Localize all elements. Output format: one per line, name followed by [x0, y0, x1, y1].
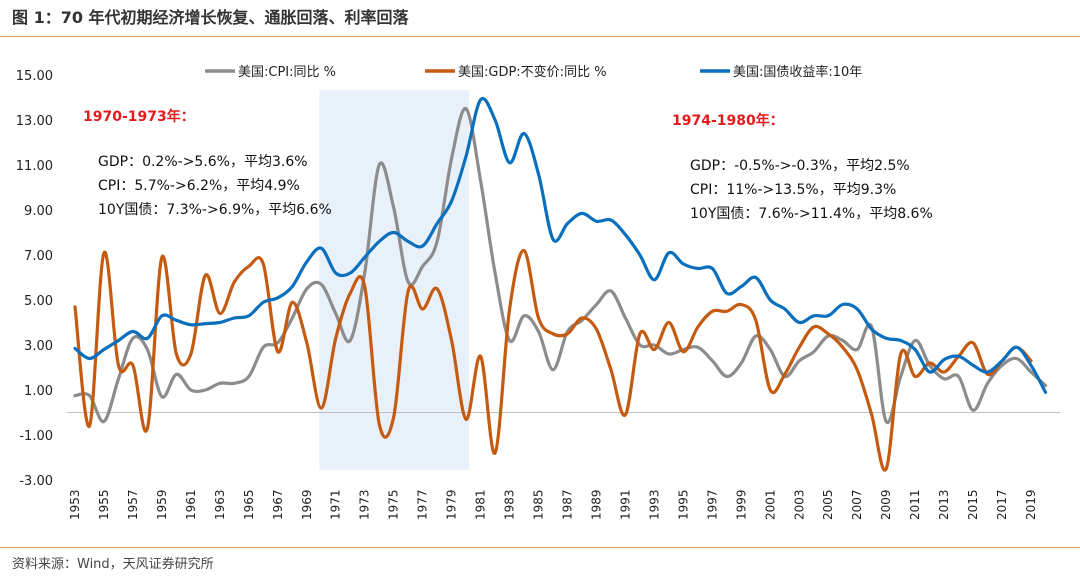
x-tick-label: 1999: [734, 489, 748, 520]
x-tick-label: 2005: [821, 489, 835, 520]
x-tick-label: 2015: [966, 489, 980, 520]
x-tick-label: 1955: [97, 489, 111, 520]
y-tick-label: 11.00: [16, 159, 53, 174]
legend-yield: 美国:国债收益率:10年: [700, 64, 862, 80]
gdp-line: [73, 248, 1033, 472]
x-tick-label: 1971: [329, 489, 343, 520]
legend: 美国:CPI:同比 % 美国:GDP:不变价:同比 % 美国:国债收益率:10年: [205, 64, 862, 80]
x-tick-label: 1991: [618, 489, 632, 520]
y-tick-label: -3.00: [19, 474, 53, 489]
x-tick-label: 1975: [387, 489, 401, 520]
x-tick-label: 2017: [995, 489, 1009, 520]
annotation-line: CPI：5.7%->6.2%，平均4.9%: [98, 178, 300, 194]
x-axis: 1953 1955 1957 1959 1961 1963 1965 1967 1969 1971…: [68, 489, 1038, 520]
legend-gdp: 美国:GDP:不变价:同比 %: [425, 64, 607, 80]
x-tick-label: 1981: [474, 489, 488, 520]
y-tick-label: 5.00: [24, 294, 53, 309]
yield-10y-line: [73, 96, 1048, 394]
x-tick-label: 2009: [879, 489, 893, 520]
legend-label: 美国:GDP:不变价:同比 %: [458, 64, 607, 80]
x-tick-label: 1973: [358, 489, 372, 520]
x-tick-label: 1995: [676, 489, 690, 520]
header-rule: [0, 36, 1080, 37]
y-axis: 15.00 13.00 11.00 9.00 7.00 5.00 3.00 1.00 -1.00…: [16, 69, 53, 489]
x-tick-label: 2019: [1024, 489, 1038, 520]
x-tick-label: 1967: [271, 489, 285, 520]
x-tick-label: 1963: [213, 489, 227, 520]
x-tick-label: 1957: [126, 489, 140, 520]
figure-title: 图 1：70 年代初期经济增长恢复、通胀回落、利率回落: [12, 8, 409, 27]
annotation-1974-1980: 1974-1980年： GDP：-0.5%->-0.3%，平均2.5% CPI：…: [672, 112, 933, 222]
annotation-line: GDP：0.2%->5.6%，平均3.6%: [98, 154, 308, 170]
x-tick-label: 2007: [850, 489, 864, 520]
y-tick-label: 1.00: [24, 384, 53, 399]
x-tick-label: 1983: [503, 489, 517, 520]
x-tick-label: 1961: [184, 489, 198, 520]
series-lines: [73, 96, 1048, 472]
y-tick-label: -1.00: [19, 429, 53, 444]
annotation-line: 10Y国债：7.3%->6.9%，平均6.6%: [98, 202, 332, 218]
annotation-line: GDP：-0.5%->-0.3%，平均2.5%: [690, 158, 910, 174]
x-tick-label: 2001: [763, 489, 777, 520]
x-tick-label: 1953: [68, 489, 82, 520]
x-tick-label: 1997: [705, 489, 719, 520]
x-tick-label: 1987: [561, 489, 575, 520]
annotation-header: 1974-1980年：: [672, 112, 784, 129]
x-tick-label: 2013: [937, 489, 951, 520]
legend-label: 美国:国债收益率:10年: [733, 64, 862, 80]
legend-label: 美国:CPI:同比 %: [238, 65, 336, 80]
y-tick-label: 13.00: [16, 114, 53, 129]
annotation-line: CPI：11%->13.5%，平均9.3%: [690, 182, 896, 198]
x-tick-label: 1959: [155, 489, 169, 520]
y-tick-label: 9.00: [24, 204, 53, 219]
x-tick-label: 1979: [445, 489, 459, 520]
y-tick-label: 15.00: [16, 69, 53, 84]
x-tick-label: 1993: [647, 489, 661, 520]
line-chart: 15.00 13.00 11.00 9.00 7.00 5.00 3.00 1.00 -1.00…: [16, 64, 1060, 520]
x-tick-label: 2011: [908, 489, 922, 520]
legend-cpi: 美国:CPI:同比 %: [205, 65, 336, 80]
annotation-1970-1973: 1970-1973年： GDP：0.2%->5.6%，平均3.6% CPI：5.…: [83, 108, 332, 218]
footer-rule: [0, 547, 1080, 548]
x-tick-label: 1989: [589, 489, 603, 520]
x-tick-label: 1965: [242, 489, 256, 520]
x-tick-label: 1985: [532, 489, 546, 520]
cpi-line: [73, 107, 1048, 425]
y-tick-label: 3.00: [24, 339, 53, 354]
annotation-line: 10Y国债：7.6%->11.4%，平均8.6%: [690, 206, 933, 222]
source-note: 资料来源：Wind，天风证券研究所: [12, 557, 214, 572]
x-tick-label: 1977: [416, 489, 430, 520]
x-tick-label: 2003: [792, 489, 806, 520]
y-tick-label: 7.00: [24, 249, 53, 264]
annotation-header: 1970-1973年：: [83, 108, 195, 125]
x-tick-label: 1969: [300, 489, 314, 520]
